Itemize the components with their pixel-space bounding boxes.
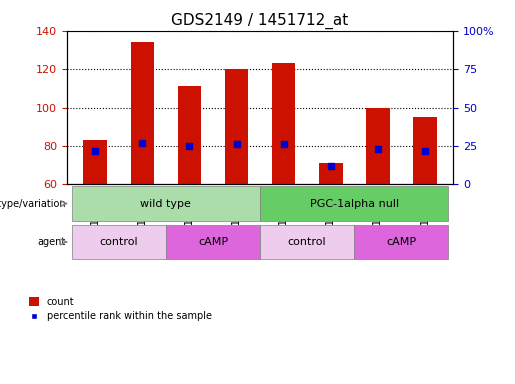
Text: control: control [99, 237, 138, 247]
FancyBboxPatch shape [260, 186, 449, 221]
FancyBboxPatch shape [72, 186, 260, 221]
Bar [260, 31, 307, 184]
Text: control: control [288, 237, 327, 247]
Bar [307, 31, 354, 184]
Bar [130, 42, 154, 184]
Legend: count, percentile rank within the sample: count, percentile rank within the sample [25, 293, 216, 325]
Bar [354, 31, 401, 184]
Text: genotype/variation: genotype/variation [0, 199, 66, 209]
Bar [319, 163, 342, 184]
FancyBboxPatch shape [354, 225, 449, 259]
Bar [178, 86, 201, 184]
Text: cAMP: cAMP [198, 237, 228, 247]
Bar [413, 117, 437, 184]
Bar [213, 31, 260, 184]
Bar [119, 31, 166, 184]
FancyBboxPatch shape [166, 225, 260, 259]
Text: agent: agent [38, 237, 66, 247]
Text: PGC-1alpha null: PGC-1alpha null [310, 199, 399, 209]
Bar [72, 31, 119, 184]
Bar [401, 31, 449, 184]
FancyBboxPatch shape [72, 225, 166, 259]
Text: wild type: wild type [141, 199, 191, 209]
Bar [366, 108, 390, 184]
Bar [272, 63, 296, 184]
FancyBboxPatch shape [260, 225, 354, 259]
Bar [166, 31, 213, 184]
Title: GDS2149 / 1451712_at: GDS2149 / 1451712_at [171, 13, 349, 29]
Bar [225, 69, 248, 184]
Bar [83, 140, 107, 184]
Text: cAMP: cAMP [386, 237, 417, 247]
